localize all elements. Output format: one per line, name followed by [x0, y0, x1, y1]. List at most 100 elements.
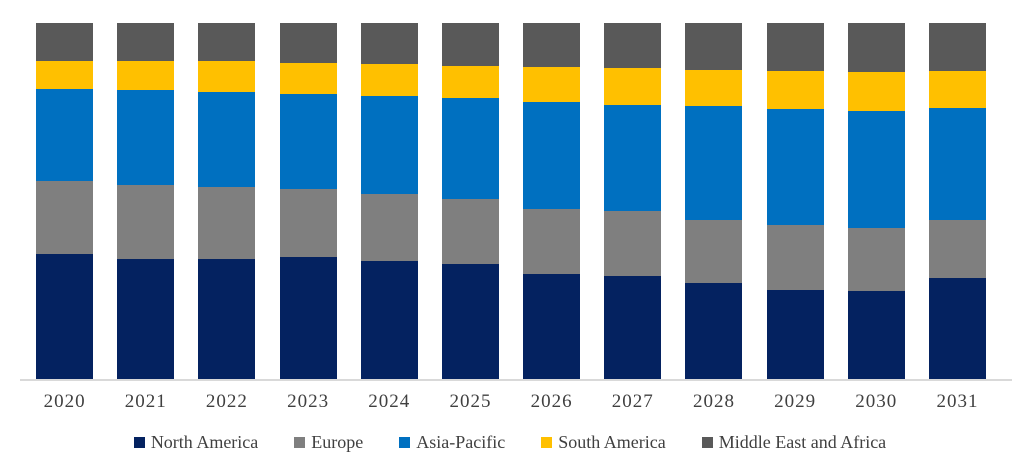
legend-label: North America [150, 432, 259, 452]
bar-segment-north-america-2021 [117, 259, 175, 379]
bar-segment-europe-2025 [441, 198, 499, 264]
legend-swatch-icon [541, 437, 553, 448]
x-tick-label-2028: 2028 [692, 391, 735, 412]
bar-segment-north-america-2020 [36, 254, 94, 379]
bar-segment-europe-2022 [198, 187, 256, 260]
legend-label: Asia-Pacific [416, 432, 506, 452]
bar-segment-north-america-2024 [360, 260, 418, 379]
stacked-bar-2028 [685, 23, 743, 379]
stacked-bar-2020 [36, 23, 94, 379]
bar-segment-north-america-2026 [523, 274, 581, 379]
bar-segment-south-america-2023 [279, 62, 337, 94]
bar-segment-south-america-2028 [685, 69, 743, 106]
bar-segment-north-america-2022 [198, 259, 256, 379]
bar-segment-middle-east-and-africa-2020 [36, 23, 94, 62]
bar-segment-europe-2027 [604, 210, 662, 276]
bar-segment-europe-2024 [360, 194, 418, 261]
x-tick-label-2025: 2025 [449, 391, 492, 412]
x-axis-line [20, 379, 1012, 381]
bar-segment-middle-east-and-africa-2026 [523, 23, 581, 68]
stacked-bar-2031 [928, 23, 986, 379]
legend-item-north-america: North America [133, 432, 259, 453]
bar-segment-north-america-2029 [766, 290, 824, 379]
stacked-bar-2026 [523, 23, 581, 379]
bar-segment-middle-east-and-africa-2030 [847, 23, 905, 73]
bar-segment-north-america-2027 [604, 275, 662, 379]
bar-segment-asia-pacific-2028 [685, 105, 743, 221]
legend-swatch-icon [701, 437, 713, 448]
x-tick-label-2020: 2020 [43, 391, 86, 412]
bar-segment-europe-2023 [279, 189, 337, 257]
x-axis-labels: 2020 2021 2022 2023 2024 2025 2026 2027 2028 2029… [24, 391, 998, 413]
bar-segment-europe-2030 [847, 228, 905, 292]
x-tick-label-2027: 2027 [611, 391, 654, 412]
legend-swatch-icon [399, 437, 411, 448]
bar-segment-middle-east-and-africa-2029 [766, 23, 824, 72]
x-tick-label-2024: 2024 [368, 391, 411, 412]
x-tick-label-2022: 2022 [205, 391, 248, 412]
bar-segment-asia-pacific-2022 [198, 92, 256, 188]
bar-column-2028 [673, 23, 754, 379]
bar-segment-europe-2020 [36, 181, 94, 255]
bar-segment-middle-east-and-africa-2021 [117, 23, 175, 61]
bar-column-2021 [105, 23, 186, 379]
legend-item-south-america: South America [541, 432, 666, 453]
legend-label: Europe [311, 432, 364, 452]
bar-segment-middle-east-and-africa-2024 [360, 23, 418, 65]
x-tick-label-2029: 2029 [774, 391, 817, 412]
bar-segment-europe-2031 [928, 220, 986, 278]
x-tick-label-2030: 2030 [855, 391, 898, 412]
bar-segment-asia-pacific-2023 [279, 93, 337, 190]
stacked-bar-2027 [604, 23, 662, 379]
bar-segment-south-america-2026 [523, 67, 581, 102]
bar-segment-middle-east-and-africa-2025 [441, 23, 499, 66]
bar-segment-north-america-2031 [928, 277, 986, 379]
bar-segment-asia-pacific-2025 [441, 97, 499, 199]
x-tick-label-2021: 2021 [124, 391, 167, 412]
bar-segment-middle-east-and-africa-2022 [198, 23, 256, 62]
stacked-bar-2022 [198, 23, 256, 379]
bar-segment-south-america-2024 [360, 64, 418, 96]
bar-segment-south-america-2031 [928, 71, 986, 109]
stacked-bar-2021 [117, 23, 175, 379]
legend-swatch-icon [294, 437, 306, 448]
bar-segment-middle-east-and-africa-2027 [604, 23, 662, 69]
bar-segment-south-america-2029 [766, 71, 824, 110]
legend-label: South America [558, 432, 666, 452]
bar-segment-asia-pacific-2026 [523, 101, 581, 209]
bar-segment-middle-east-and-africa-2031 [928, 23, 986, 72]
bar-segment-europe-2029 [766, 225, 824, 291]
bar-column-2022 [186, 23, 267, 379]
legend-item-asia-pacific: Asia-Pacific [399, 432, 505, 453]
stacked-bar-2029 [766, 23, 824, 379]
bar-segment-asia-pacific-2031 [928, 108, 986, 221]
stacked-bar-2024 [360, 23, 418, 379]
x-tick-label-2031: 2031 [936, 391, 979, 412]
bar-segment-middle-east-and-africa-2028 [685, 23, 743, 70]
bar-segment-south-america-2027 [604, 68, 662, 105]
bar-column-2023 [268, 23, 349, 379]
bar-column-2029 [755, 23, 836, 379]
stacked-bar-2030 [847, 23, 905, 379]
stacked-bar-2023 [279, 23, 337, 379]
bar-segment-south-america-2030 [847, 72, 905, 111]
bar-column-2025 [430, 23, 511, 379]
bar-segment-asia-pacific-2020 [36, 88, 94, 182]
bar-segment-asia-pacific-2024 [360, 96, 418, 195]
bar-column-2020 [24, 23, 105, 379]
legend-label: Middle East and Africa [718, 432, 887, 452]
legend-item-europe: Europe [294, 432, 363, 453]
bar-column-2030 [836, 23, 917, 379]
bar-segment-europe-2021 [117, 184, 175, 260]
bar-column-2024 [349, 23, 430, 379]
bar-segment-north-america-2028 [685, 282, 743, 379]
bar-segment-asia-pacific-2030 [847, 110, 905, 229]
x-tick-label-2026: 2026 [530, 391, 573, 412]
bar-segment-asia-pacific-2027 [604, 104, 662, 211]
bar-column-2027 [592, 23, 673, 379]
bar-segment-north-america-2023 [279, 256, 337, 379]
bar-column-2026 [511, 23, 592, 379]
bar-segment-north-america-2030 [847, 291, 905, 379]
bar-segment-south-america-2022 [198, 61, 256, 93]
